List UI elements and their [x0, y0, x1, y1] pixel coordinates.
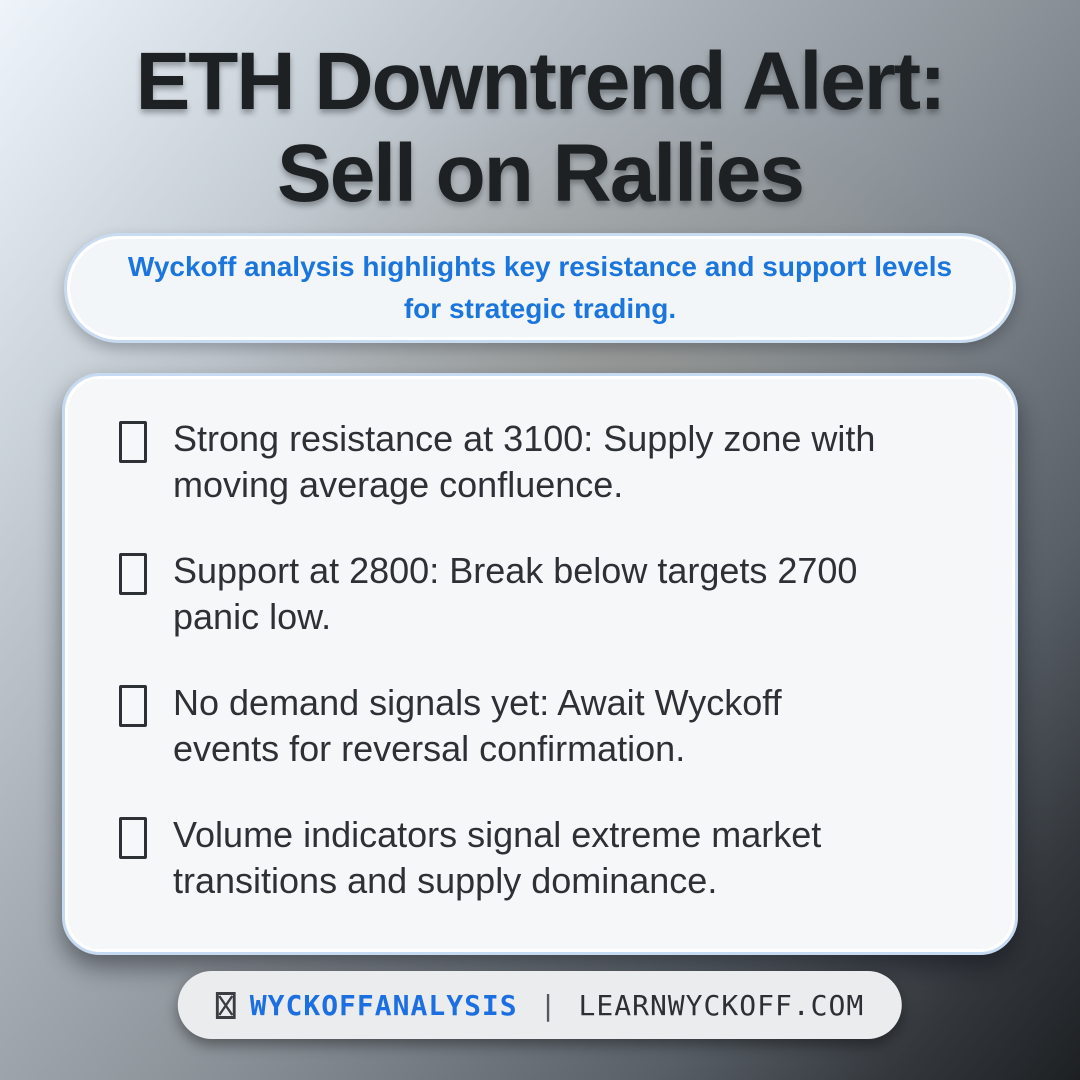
- bullet-item-3: No demand signals yet: Await Wyckoff eve…: [119, 680, 961, 772]
- website-url: LEARNWYCKOFF.COM: [578, 988, 865, 1022]
- bullet-text-1: Strong resistance at 3100: Supply zone w…: [173, 418, 876, 505]
- brand-handle: WYCKOFFANALYSIS: [249, 988, 518, 1022]
- footer-separator: |: [539, 988, 557, 1022]
- bullet-text-3: No demand signals yet: Await Wyckoff eve…: [173, 682, 782, 769]
- missing-glyph-icon: [119, 685, 147, 727]
- bullet-text-2: Support at 2800: Break below targets 270…: [173, 550, 858, 637]
- missing-glyph-x-icon: [215, 991, 236, 1019]
- title-line-1: ETH Downtrend Alert:: [135, 36, 947, 127]
- subtitle-pill: Wyckoff analysis highlights key resistan…: [64, 233, 1016, 343]
- bullet-item-2: Support at 2800: Break below targets 270…: [119, 548, 961, 640]
- missing-glyph-icon: [119, 817, 147, 859]
- missing-glyph-icon: [119, 421, 147, 463]
- page-title: ETH Downtrend Alert: Sell on Rallies: [0, 36, 1080, 220]
- bullet-list: Strong resistance at 3100: Supply zone w…: [65, 376, 1015, 944]
- title-line-2: Sell on Rallies: [277, 128, 805, 219]
- missing-glyph-icon: [119, 553, 147, 595]
- bullet-text-4: Volume indicators signal extreme market …: [173, 814, 822, 901]
- key-points-card: Strong resistance at 3100: Supply zone w…: [62, 373, 1018, 955]
- bullet-item-1: Strong resistance at 3100: Supply zone w…: [119, 416, 961, 508]
- footer-pill: WYCKOFFANALYSIS | LEARNWYCKOFF.COM: [177, 971, 903, 1039]
- subtitle-text: Wyckoff analysis highlights key resistan…: [127, 251, 953, 324]
- bullet-item-4: Volume indicators signal extreme market …: [119, 812, 961, 904]
